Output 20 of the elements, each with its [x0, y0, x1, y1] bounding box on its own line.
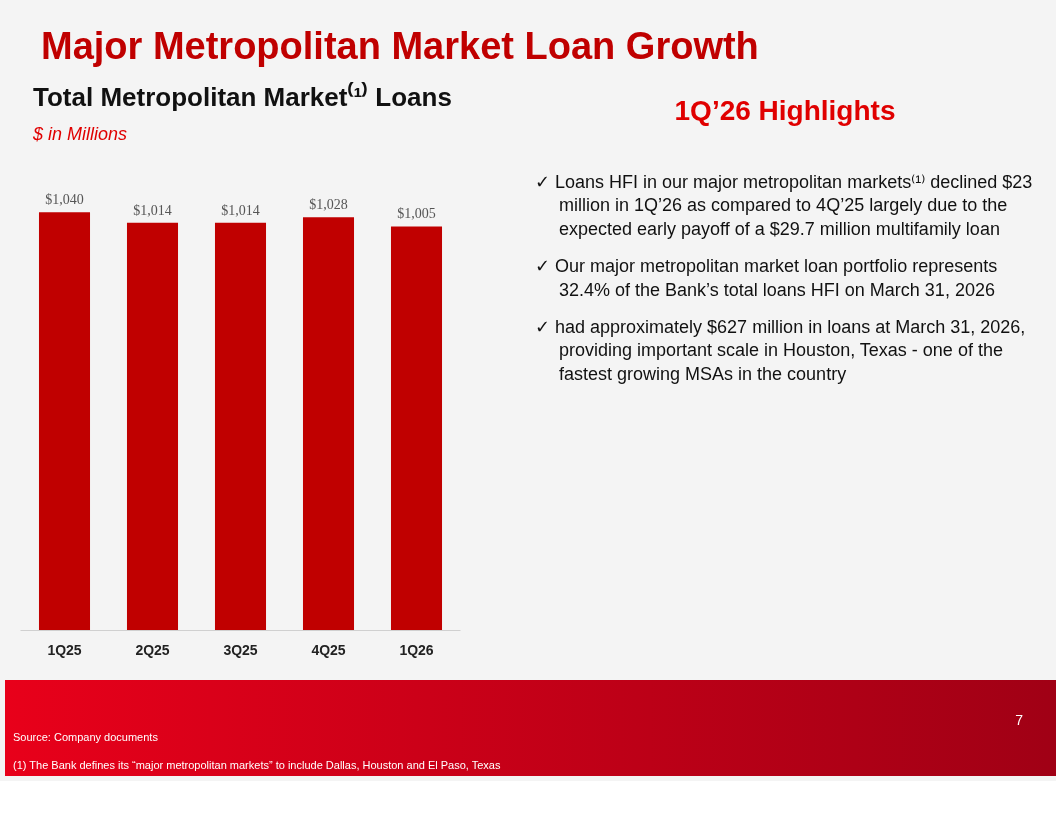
text: $ in Millions	[33, 123, 129, 147]
text: ✓ Our major metropolitan market loan portfolio represents 32.4% of the Bank’s total loans HFI on March 31, 2026	[535, 255, 999, 302]
x-tick-label: 1Q25	[47, 641, 82, 658]
data-label: $1,040	[45, 192, 84, 208]
data-label: $1,028	[309, 197, 348, 213]
chart-subtitle: Total Metropolitan Market⁽¹⁾ Loans	[33, 81, 452, 114]
x-tick-label: 4Q25	[311, 641, 346, 658]
text: ✓ Loans HFI in our major metropolitan markets⁽¹⁾ declined $23 million in 1Q’26 as compared to 4Q’25 largely due to the expected early payoff of a $29.7 million multifamily loan	[535, 171, 1034, 241]
x-tick-label: 3Q25	[223, 641, 258, 658]
chart-title: Major Metropolitan Market Loan Growth	[41, 24, 759, 69]
source-note: Source: Company documents	[13, 730, 159, 745]
data-label: $1,005	[397, 206, 436, 222]
text: 7	[1014, 711, 1024, 730]
text: (1) The Bank defines its “major metropolitan markets” to include Dallas, Houston and El Paso, Texas	[13, 757, 502, 773]
data-label: $1,014	[221, 202, 260, 218]
data-label: $1,014	[133, 202, 172, 218]
x-tick-label: 1Q26	[399, 641, 434, 658]
x-tick-label: 2Q25	[135, 641, 170, 658]
text: 1Q’26 Highlights	[673, 94, 897, 128]
text: ✓ had approximately $627 million in loans at March 31, 2026, providing important scale in Houston, Texas - one of the fastest growing MSAs in the country	[535, 315, 1027, 386]
